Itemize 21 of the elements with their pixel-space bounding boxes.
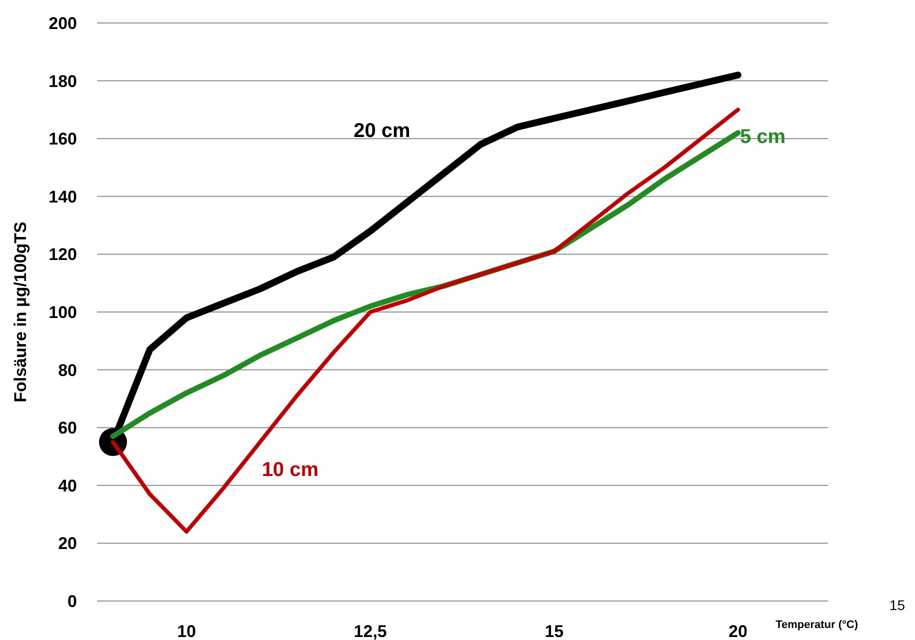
y-tick-label: 180	[48, 72, 77, 91]
y-tick-label: 100	[48, 303, 77, 322]
y-tick-label: 40	[58, 476, 77, 496]
y-tick-label: 120	[48, 245, 77, 264]
y-tick-label: 140	[48, 187, 77, 206]
y-tick-label: 160	[48, 130, 77, 149]
y-axis-title: Folsäure in µg/100gTS	[11, 222, 30, 402]
y-tick-label: 60	[58, 418, 77, 438]
y-tick-label: 20	[58, 534, 77, 554]
text: 20 cm	[354, 120, 410, 142]
x-tick-label: 20	[728, 622, 748, 640]
x-tick-label: 10	[177, 622, 196, 640]
series-label: 10 cm	[262, 458, 319, 481]
x-tick-label: 15	[544, 622, 564, 640]
x-tick-label: 12,5	[354, 622, 387, 640]
text: 15	[889, 597, 906, 613]
series-label: 5 cm	[740, 126, 786, 148]
y-tick-label: 200	[48, 14, 77, 33]
y-tick-label: 0	[68, 592, 77, 611]
x-axis-title: Temperatur (°C)	[776, 619, 858, 631]
y-tick-label: 80	[58, 360, 77, 380]
